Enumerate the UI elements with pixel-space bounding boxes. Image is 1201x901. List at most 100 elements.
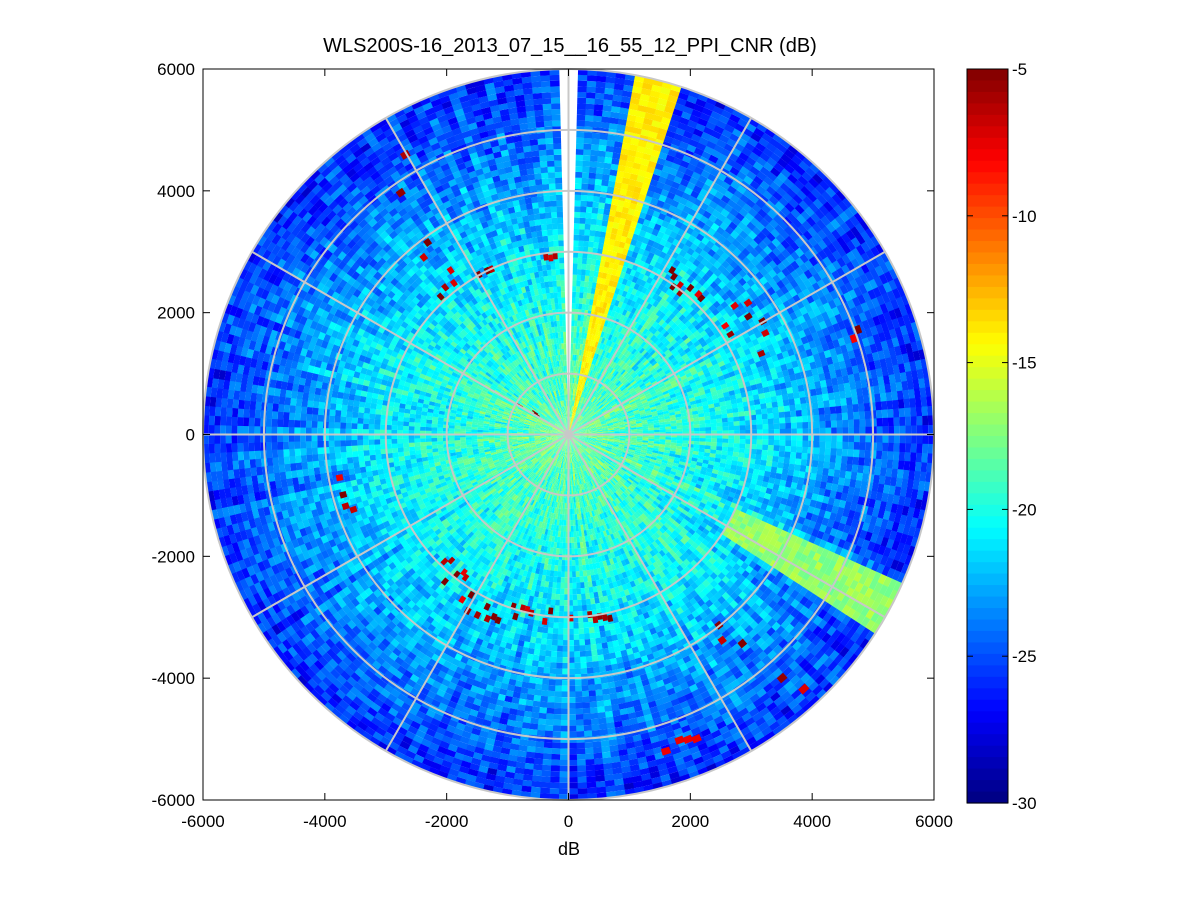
ppi-cell bbox=[593, 115, 603, 123]
ppi-cell bbox=[612, 94, 623, 102]
ppi-cell bbox=[620, 212, 628, 220]
ppi-cell bbox=[887, 417, 894, 427]
ppi-cell bbox=[639, 93, 651, 102]
ppi-cell bbox=[575, 343, 579, 350]
ppi-cell bbox=[691, 109, 703, 119]
ppi-cell bbox=[727, 417, 734, 423]
ppi-cell bbox=[922, 425, 929, 435]
ppi-cell bbox=[768, 439, 775, 446]
ppi-cell bbox=[609, 169, 618, 177]
ppi-cell bbox=[575, 337, 579, 344]
ppi-cell bbox=[589, 224, 597, 231]
ppi-cell bbox=[579, 367, 583, 374]
ppi-cell bbox=[644, 231, 652, 240]
ppi-cell bbox=[573, 326, 578, 333]
ppi-cell bbox=[591, 364, 596, 371]
ppi-cell bbox=[784, 445, 791, 453]
ppi-cell bbox=[704, 415, 711, 421]
ppi-cell bbox=[625, 267, 633, 275]
ppi-cell bbox=[781, 393, 789, 401]
ppi-cell bbox=[575, 377, 578, 384]
ppi-cell bbox=[693, 437, 700, 442]
ppi-cell bbox=[597, 207, 605, 215]
ppi-cell bbox=[630, 220, 638, 229]
ppi-cell bbox=[676, 440, 683, 444]
ppi-cell bbox=[796, 416, 803, 423]
ppi-cell bbox=[695, 98, 707, 108]
ppi-cell bbox=[621, 230, 629, 238]
ppi-cell bbox=[592, 317, 597, 324]
ppi-cell bbox=[616, 282, 623, 290]
ppi-cell bbox=[586, 368, 590, 375]
ppi-cell bbox=[573, 366, 576, 373]
ppi-cell bbox=[582, 166, 590, 173]
ppi-cell bbox=[578, 246, 584, 253]
ppi-cell bbox=[602, 173, 610, 181]
ppi-cell bbox=[914, 397, 922, 408]
ppi-cell bbox=[578, 390, 582, 397]
ppi-cell bbox=[586, 315, 591, 323]
ppi-cell bbox=[579, 390, 583, 397]
ppi-cell bbox=[674, 103, 686, 112]
ppi-cell bbox=[573, 412, 577, 419]
ppi-cell bbox=[588, 304, 593, 311]
ppi-cell bbox=[595, 359, 600, 366]
ppi-cell bbox=[581, 303, 586, 310]
ppi-cell bbox=[575, 177, 583, 184]
ppi-cell bbox=[647, 160, 657, 169]
ppi-cell bbox=[726, 408, 733, 414]
ppi-cell bbox=[573, 400, 576, 407]
ppi-cell bbox=[599, 231, 607, 238]
ppi-cell bbox=[582, 355, 586, 362]
ppi-cell bbox=[583, 143, 592, 150]
ppi-cell bbox=[569, 423, 571, 429]
ppi-cell bbox=[892, 399, 899, 410]
ppi-cell bbox=[572, 274, 578, 281]
ppi-cell bbox=[765, 397, 772, 404]
ppi-cell bbox=[580, 384, 584, 391]
ppi-cell bbox=[608, 279, 615, 287]
ppi-cell bbox=[640, 158, 650, 167]
ppi-cell bbox=[579, 343, 583, 350]
ppi-cell bbox=[626, 213, 634, 221]
ppi-cell bbox=[755, 409, 762, 415]
ppi-cell bbox=[919, 387, 927, 398]
ppi-cell bbox=[887, 442, 894, 452]
ppi-cell bbox=[921, 406, 928, 417]
ppi-cell bbox=[602, 243, 610, 251]
ppi-cell bbox=[652, 210, 661, 219]
ppi-cell bbox=[886, 459, 894, 469]
ppi-cell bbox=[824, 447, 831, 456]
ppi-cell bbox=[767, 418, 774, 425]
ppi-cell bbox=[773, 445, 780, 452]
ppi-cell bbox=[818, 407, 825, 415]
ppi-cell bbox=[772, 406, 779, 414]
ppi-cell bbox=[789, 457, 796, 465]
ppi-cell bbox=[598, 318, 603, 326]
ppi-cell bbox=[760, 403, 767, 410]
ppi-cell bbox=[727, 412, 734, 418]
ppi-cell bbox=[733, 438, 740, 444]
ppi-cell bbox=[624, 125, 635, 133]
ppi-cell bbox=[576, 137, 585, 144]
ppi-cell bbox=[682, 440, 689, 445]
ppi-cell bbox=[588, 235, 595, 243]
ppi-cell bbox=[613, 216, 621, 224]
ppi-cell bbox=[569, 423, 572, 429]
ppi-cell bbox=[693, 427, 700, 432]
ppi-cell bbox=[572, 394, 574, 401]
ppi-cell bbox=[699, 427, 706, 432]
ppi-cell bbox=[602, 325, 607, 333]
ppi-cell bbox=[621, 142, 631, 150]
ppi-cell bbox=[784, 451, 791, 458]
ppi-cell bbox=[586, 292, 591, 300]
ppi-cell bbox=[589, 369, 594, 376]
ppi-cell bbox=[594, 178, 603, 186]
ppi-cell bbox=[600, 295, 606, 303]
ppi-cell bbox=[913, 470, 921, 482]
ppi-cell bbox=[574, 354, 577, 361]
ppi-cell bbox=[612, 281, 619, 288]
ppi-cell bbox=[798, 390, 806, 399]
ppi-cell bbox=[591, 132, 601, 140]
ppi-cell bbox=[575, 413, 578, 419]
